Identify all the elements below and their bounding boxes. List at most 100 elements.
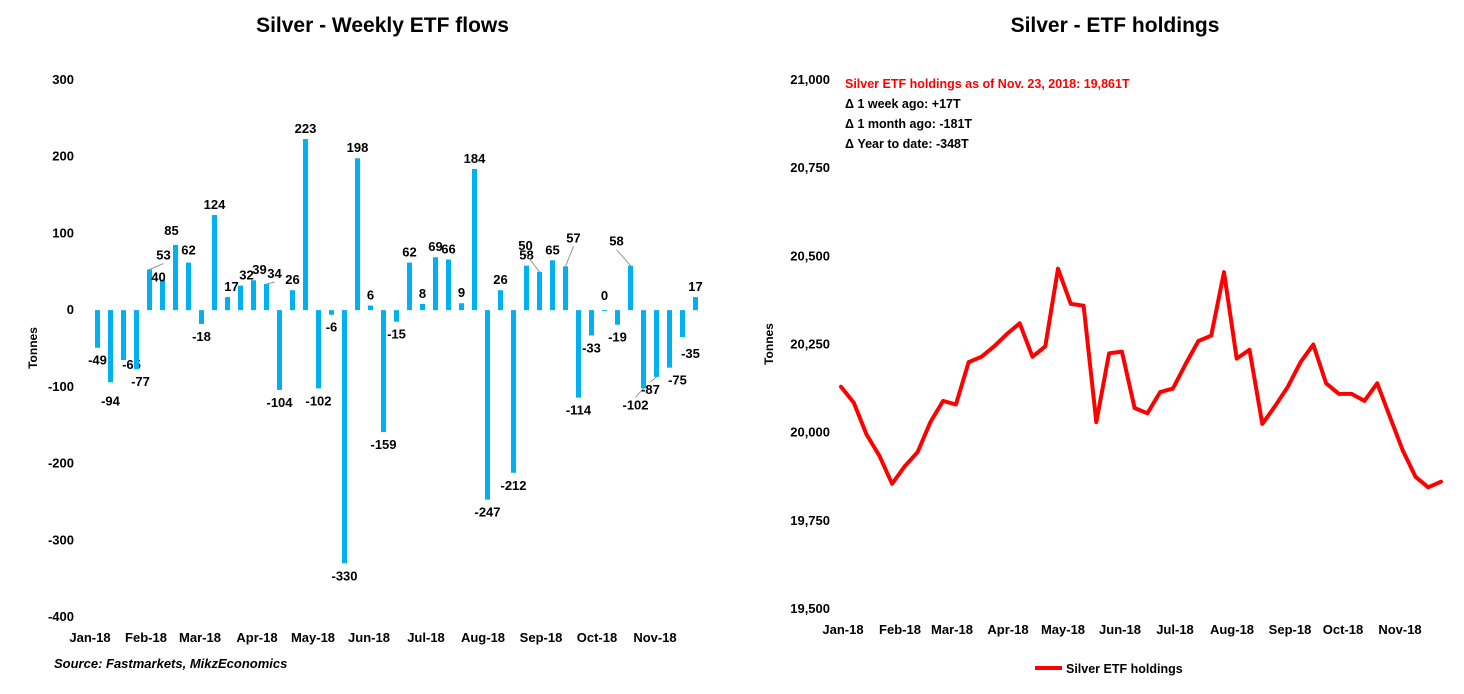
flow-bar — [303, 139, 308, 311]
y-tick-label: 20,750 — [790, 160, 830, 175]
bar-data-label: -33 — [582, 340, 601, 355]
flow-bar — [550, 260, 555, 311]
flow-bar — [108, 310, 113, 383]
x-tick-label: Sep-18 — [1269, 622, 1312, 637]
bar-data-label: 85 — [164, 223, 178, 238]
flow-bar — [290, 290, 295, 311]
bar-data-label: 9 — [458, 285, 465, 300]
legend-label: Silver ETF holdings — [1066, 662, 1183, 676]
x-tick-label: Jul-18 — [407, 630, 445, 645]
data-label-leader — [266, 281, 275, 285]
flow-bar — [238, 285, 243, 311]
x-tick-label: Nov-18 — [1378, 622, 1421, 637]
bar-data-label: -49 — [88, 353, 107, 368]
data-label-leader — [635, 388, 644, 398]
flow-bar — [693, 297, 698, 311]
flow-bar — [433, 257, 438, 311]
y-tick-label: 20,250 — [790, 337, 830, 352]
x-tick-label: Apr-18 — [236, 630, 277, 645]
y-tick-label: -100 — [48, 379, 74, 394]
bar-data-label: 40 — [151, 269, 165, 284]
flow-bar — [251, 280, 256, 311]
data-label-leader — [149, 263, 164, 270]
x-tick-label: Nov-18 — [633, 630, 676, 645]
y-tick-label: 19,750 — [790, 513, 830, 528]
x-tick-label: Feb-18 — [125, 630, 167, 645]
x-tick-label: Apr-18 — [987, 622, 1028, 637]
bar-data-label: -94 — [101, 393, 121, 408]
flow-bar — [498, 290, 503, 311]
y-tick-label: 20,500 — [790, 248, 830, 263]
flow-bar — [537, 271, 542, 311]
y-axis-title: Tonnes — [762, 323, 776, 365]
flow-bar — [485, 310, 490, 500]
bar-data-label: 69 — [428, 239, 442, 254]
flow-bar — [381, 310, 386, 433]
bar-data-label: -75 — [668, 373, 687, 388]
flow-bar — [264, 284, 269, 311]
flow-bar — [472, 168, 477, 311]
bar-data-label: 26 — [285, 272, 299, 287]
bar-data-label: -102 — [622, 397, 648, 412]
flow-bar — [355, 158, 360, 311]
flow-bar — [628, 265, 633, 311]
flow-bar — [407, 262, 412, 311]
bar-data-label: 32 — [239, 268, 253, 283]
bar-data-label: -247 — [474, 505, 500, 520]
x-tick-label: May-18 — [1041, 622, 1085, 637]
bar-data-label: 39 — [252, 262, 266, 277]
flow-bar — [654, 310, 659, 377]
flow-bar — [316, 310, 321, 389]
flow-bar — [277, 310, 282, 390]
flow-bar — [615, 310, 620, 325]
flow-bar — [589, 310, 594, 336]
bar-data-label: -77 — [131, 374, 150, 389]
bar-data-label: 34 — [267, 266, 282, 281]
flow-bar — [95, 310, 100, 348]
bar-data-label: -87 — [641, 382, 660, 397]
flow-bar — [511, 310, 516, 473]
x-tick-label: Aug-18 — [1210, 622, 1254, 637]
bar-data-label: 17 — [688, 279, 702, 294]
bar-data-label: 17 — [224, 279, 238, 294]
bar-data-label: 198 — [347, 140, 369, 155]
bar-data-label: 26 — [493, 272, 507, 287]
y-tick-label: 19,500 — [790, 601, 830, 616]
bar-data-label: -212 — [500, 478, 526, 493]
flow-bar — [641, 310, 646, 389]
bar-data-label: 0 — [601, 288, 608, 303]
bar-data-label: 53 — [156, 247, 170, 262]
flow-bar — [342, 310, 347, 564]
x-tick-label: Jan-18 — [822, 622, 863, 637]
flow-bar — [680, 310, 685, 337]
weekly-etf-flows-chart: 300 200 100 0 -100 -200 -300 -400 Tonnes Jan-18 Fe… — [26, 72, 703, 645]
flow-bar — [368, 305, 373, 311]
y-tick-label: -300 — [48, 532, 74, 547]
x-tick-label: Oct-18 — [577, 630, 617, 645]
flow-bar — [160, 279, 165, 311]
data-label-leader — [616, 249, 631, 266]
y-tick-label: 21,000 — [790, 72, 830, 87]
y-tick-label: 200 — [52, 149, 74, 164]
y-tick-label: 100 — [52, 225, 74, 240]
bar-data-label: 62 — [181, 243, 195, 258]
x-tick-label: Jun-18 — [348, 630, 390, 645]
holdings-line — [839, 266, 1443, 490]
bar-data-label: -19 — [608, 330, 627, 345]
y-tick-label: 300 — [52, 72, 74, 87]
flow-bar — [459, 303, 464, 311]
x-tick-label: Mar-18 — [931, 622, 973, 637]
flow-bar — [667, 310, 672, 368]
bar-data-label: 184 — [464, 151, 486, 166]
bar-data-label: -330 — [331, 568, 357, 583]
flow-bar — [602, 310, 607, 312]
bar-data-label: 124 — [204, 197, 226, 212]
flow-bar — [173, 244, 178, 311]
bar-data-label: -6 — [326, 320, 338, 335]
bar-data-label: -18 — [192, 329, 211, 344]
bar-data-label: -114 — [566, 403, 592, 418]
flow-bar — [446, 259, 451, 311]
x-tick-label: Jun-18 — [1099, 622, 1141, 637]
annotation-line: Δ Year to date: -348T — [845, 137, 969, 151]
y-tick-label: -200 — [48, 456, 74, 471]
